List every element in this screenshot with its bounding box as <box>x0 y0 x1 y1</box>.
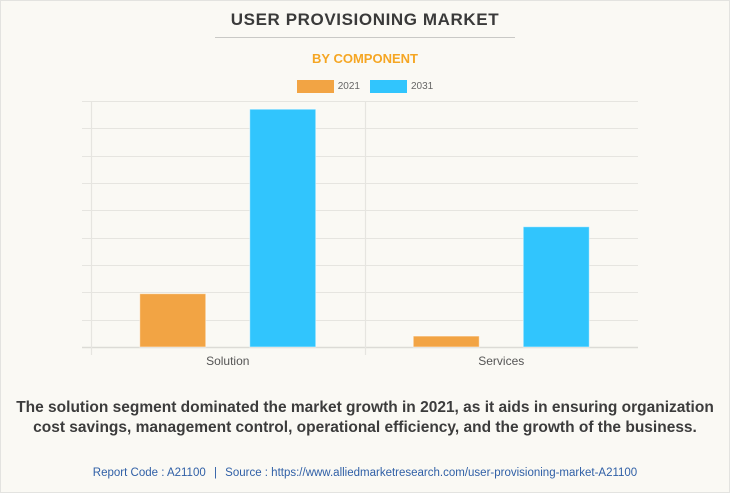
legend-swatch-2021 <box>296 80 334 93</box>
report-code: Report Code : A21100 <box>92 467 206 479</box>
chart-subtitle: BY COMPONENT <box>312 51 418 66</box>
chart-caption: The solution segment dominated the marke… <box>16 399 714 436</box>
bar-solution-2031[interactable] <box>249 108 317 348</box>
footer: Report Code : A21100 | Source : https://… <box>0 467 730 479</box>
legend-item-2021[interactable]: 2021 <box>296 80 360 93</box>
x-tick-label-services: Services <box>478 354 524 368</box>
x-tick-label-solution: Solution <box>206 354 249 368</box>
chart-title: USER PROVISIONING MARKET <box>230 10 500 29</box>
bar-services-2031[interactable] <box>522 226 590 348</box>
bar-chart: Solution Services <box>82 101 638 368</box>
title-divider <box>215 37 515 38</box>
footer-separator: | <box>213 467 217 479</box>
legend: 2021 2031 <box>0 80 730 93</box>
bar-services-2021[interactable] <box>412 335 480 348</box>
bar-solution-2021[interactable] <box>139 293 207 348</box>
legend-swatch-2031 <box>370 80 407 93</box>
legend-item-2031[interactable]: 2031 <box>370 80 433 93</box>
source-link[interactable]: Source : https://www.alliedmarketresearc… <box>225 467 638 479</box>
legend-label-2021: 2021 <box>337 81 360 92</box>
legend-label-2031: 2031 <box>411 81 434 92</box>
